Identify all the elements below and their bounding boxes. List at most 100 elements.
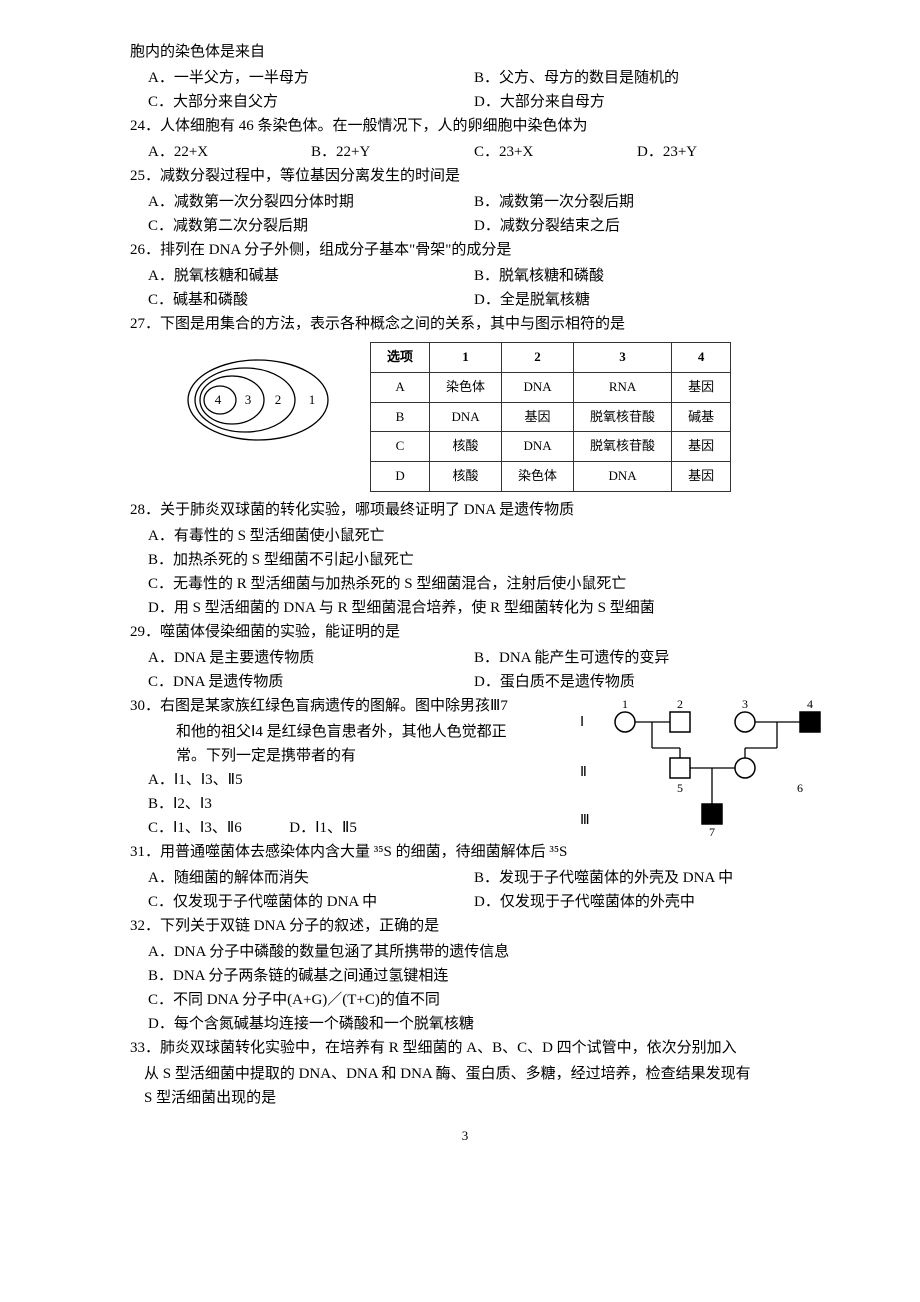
q26-stem: 26．排列在 DNA 分子外侧，组成分子基本"骨架"的成分是 (130, 238, 800, 262)
q24-opt-b: B．22+Y (311, 140, 474, 164)
nested-label-2: 2 (275, 392, 282, 407)
q27-cell: 脱氧核苷酸 (574, 432, 672, 462)
q27-cell: 碱基 (672, 402, 731, 432)
q26-options: A．脱氧核糖和碱基 B．脱氧核糖和磷酸 C．碱基和磷酸 D．全是脱氧核糖 (130, 264, 800, 312)
I1-circle (615, 712, 635, 732)
q31-options: A．随细菌的解体而消失 B．发现于子代噬菌体的外壳及 DNA 中 C．仅发现于子… (130, 866, 800, 914)
gen-I: Ⅰ (580, 715, 584, 730)
q26-opt-a: A．脱氧核糖和碱基 (148, 264, 474, 288)
pedigree-diagram: Ⅰ Ⅱ Ⅲ 1 2 3 4 5 6 (570, 696, 840, 836)
q29-opt-b: B．DNA 能产生可遗传的变异 (474, 646, 800, 670)
mid-6: 6 (797, 781, 803, 795)
q23-opt-c: C．大部分来自父方 (148, 90, 474, 114)
q31-opt-a: A．随细菌的解体而消失 (148, 866, 474, 890)
I3-circle (735, 712, 755, 732)
q26-opt-c: C．碱基和磷酸 (148, 288, 474, 312)
q27-row: D核酸染色体DNA基因 (371, 462, 731, 492)
q27-table: 选项 1 2 3 4 A染色体DNARNA基因BDNA基因脱氧核苷酸碱基C核酸D… (370, 342, 731, 492)
q25-options: A．减数第一次分裂四分体时期 B．减数第一次分裂后期 C．减数第二次分裂后期 D… (130, 190, 800, 238)
q28-opt-a: A．有毒性的 S 型活细菌使小鼠死亡 (148, 524, 800, 548)
q27-row: A染色体DNARNA基因 (371, 372, 731, 402)
q26-opt-b: B．脱氧核糖和磷酸 (474, 264, 800, 288)
top-1: 1 (622, 697, 628, 711)
q28-stem: 28．关于肺炎双球菌的转化实验，哪项最终证明了 DNA 是遗传物质 (130, 498, 800, 522)
q27-th-4: 4 (672, 343, 731, 373)
q33-stem-1: 33．肺炎双球菌转化实验中，在培养有 R 型细菌的 A、B、C、D 四个试管中，… (130, 1036, 800, 1060)
q26-opt-d: D．全是脱氧核糖 (474, 288, 800, 312)
q30-options: A．Ⅰ1、Ⅰ3、Ⅱ5 B．Ⅰ2、Ⅰ3 C．Ⅰ1、Ⅰ3、Ⅱ6 D．Ⅰ1、Ⅱ5 (130, 768, 540, 840)
q27-cell: 基因 (502, 402, 574, 432)
page-number: 3 (130, 1126, 800, 1147)
q30-block: 30．右图是某家族红绿色盲病遗传的图解。图中除男孩Ⅲ7 和他的祖父Ⅰ4 是红绿色… (130, 694, 800, 840)
q32-opt-c: C．不同 DNA 分子中(A+G)／(T+C)的值不同 (148, 988, 800, 1012)
q25-stem: 25．减数分裂过程中，等位基因分离发生的时间是 (130, 164, 800, 188)
nested-label-3: 3 (245, 392, 252, 407)
q27-figure: 4 3 2 1 选项 1 2 3 4 A染色体DNARNA基因BDNA基因脱氧核… (170, 342, 800, 492)
q33-stem-3: S 型活细菌出现的是 (130, 1086, 800, 1110)
top-4: 4 (807, 697, 813, 711)
q27-cell: 基因 (672, 372, 731, 402)
III7-square-filled (702, 804, 722, 824)
q30-stem-2: 和他的祖父Ⅰ4 是红绿色盲患者外，其他人色觉都正 (130, 720, 540, 744)
q27-cell: RNA (574, 372, 672, 402)
q27-cell: C (371, 432, 430, 462)
q31-opt-b: B．发现于子代噬菌体的外壳及 DNA 中 (474, 866, 800, 890)
q27-th-1: 1 (430, 343, 502, 373)
q27-cell: DNA (574, 462, 672, 492)
q23-options: A．一半父方，一半母方 B．父方、母方的数目是随机的 C．大部分来自父方 D．大… (130, 66, 800, 114)
q28-opt-b: B．加热杀死的 S 型细菌不引起小鼠死亡 (148, 548, 800, 572)
q27-row: C核酸DNA脱氧核苷酸基因 (371, 432, 731, 462)
q32-opt-b: B．DNA 分子两条链的碱基之间通过氢键相连 (148, 964, 800, 988)
q25-opt-c: C．减数第二次分裂后期 (148, 214, 474, 238)
q30-stem-3: 常。下列一定是携带者的有 (130, 744, 540, 768)
nested-sets-diagram: 4 3 2 1 (170, 342, 340, 462)
q27-cell: 核酸 (430, 462, 502, 492)
q27-cell: D (371, 462, 430, 492)
q30-stem-1: 30．右图是某家族红绿色盲病遗传的图解。图中除男孩Ⅲ7 (130, 694, 540, 718)
q31-opt-d: D．仅发现于子代噬菌体的外壳中 (474, 890, 800, 914)
q32-options: A．DNA 分子中磷酸的数量包涵了其所携带的遗传信息 B．DNA 分子两条链的碱… (130, 940, 800, 1036)
q30-opt-b: B．Ⅰ2、Ⅰ3 (148, 792, 540, 816)
q30-opt-a: A．Ⅰ1、Ⅰ3、Ⅱ5 (148, 768, 540, 792)
II6-circle (735, 758, 755, 778)
q27-cell: 染色体 (430, 372, 502, 402)
gen-II: Ⅱ (580, 765, 587, 780)
top-3: 3 (742, 697, 748, 711)
q25-opt-d: D．减数分裂结束之后 (474, 214, 800, 238)
q24-opt-d: D．23+Y (637, 140, 800, 164)
q25-opt-a: A．减数第一次分裂四分体时期 (148, 190, 474, 214)
q27-row: BDNA基因脱氧核苷酸碱基 (371, 402, 731, 432)
gen-III: Ⅲ (580, 813, 590, 828)
q25-opt-b: B．减数第一次分裂后期 (474, 190, 800, 214)
bot-7: 7 (709, 825, 715, 836)
q23-tail: 胞内的染色体是来自 (130, 40, 800, 64)
top-2: 2 (677, 697, 683, 711)
q24-opt-c: C．23+X (474, 140, 637, 164)
q27-cell: A (371, 372, 430, 402)
II5-square (670, 758, 690, 778)
q30-opt-c: C．Ⅰ1、Ⅰ3、Ⅱ6 (148, 820, 242, 836)
q32-opt-a: A．DNA 分子中磷酸的数量包涵了其所携带的遗传信息 (148, 940, 800, 964)
I2-square (670, 712, 690, 732)
q32-stem: 32．下列关于双链 DNA 分子的叙述，正确的是 (130, 914, 800, 938)
q27-cell: DNA (430, 402, 502, 432)
q23-opt-d: D．大部分来自母方 (474, 90, 800, 114)
q27-cell: 染色体 (502, 462, 574, 492)
q27-cell: 脱氧核苷酸 (574, 402, 672, 432)
mid-5: 5 (677, 781, 683, 795)
q29-opt-a: A．DNA 是主要遗传物质 (148, 646, 474, 670)
q29-options: A．DNA 是主要遗传物质 B．DNA 能产生可遗传的变异 C．DNA 是遗传物… (130, 646, 800, 694)
q27-cell: 核酸 (430, 432, 502, 462)
q27-cell: 基因 (672, 462, 731, 492)
q31-stem: 31．用普通噬菌体去感染体内含大量 ³⁵S 的细菌，待细菌解体后 ³⁵S (130, 840, 800, 864)
q29-opt-d: D．蛋白质不是遗传物质 (474, 670, 800, 694)
nested-label-1: 1 (309, 392, 316, 407)
page: 胞内的染色体是来自 A．一半父方，一半母方 B．父方、母方的数目是随机的 C．大… (0, 0, 920, 1187)
q33-stem-2: 从 S 型活细菌中提取的 DNA、DNA 和 DNA 酶、蛋白质、多糖，经过培养… (130, 1062, 800, 1086)
q24-opt-a: A．22+X (148, 140, 311, 164)
nested-label-4: 4 (215, 392, 222, 407)
q30-opt-d: D．Ⅰ1、Ⅱ5 (289, 820, 357, 836)
q28-options: A．有毒性的 S 型活细菌使小鼠死亡 B．加热杀死的 S 型细菌不引起小鼠死亡 … (130, 524, 800, 620)
q27-th-0: 选项 (371, 343, 430, 373)
q27-stem: 27．下图是用集合的方法，表示各种概念之间的关系，其中与图示相符的是 (130, 312, 800, 336)
